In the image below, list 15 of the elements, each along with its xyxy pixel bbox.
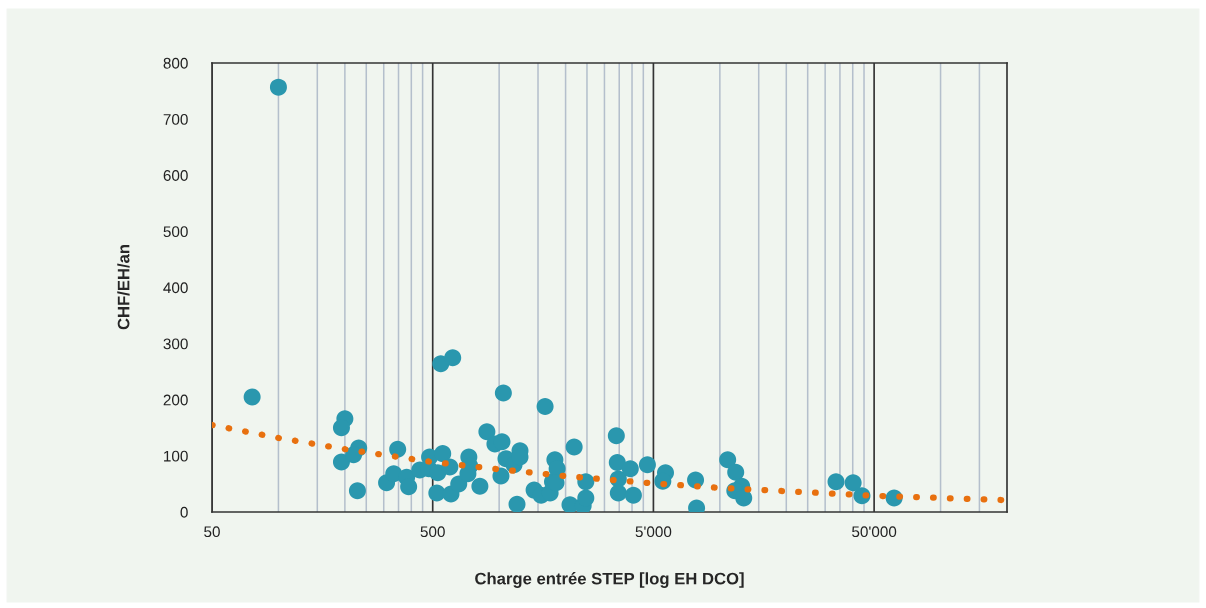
y-tick-label: 500 (163, 226, 188, 238)
y-tick-label: 800 (163, 57, 188, 69)
x-tick-label: 50 (204, 526, 220, 538)
x-axis-title: Charge entrée STEP [log EH DCO] (475, 572, 744, 588)
x-tick-label: 5'000 (635, 526, 672, 538)
y-tick-label: 300 (163, 338, 188, 350)
y-tick-label: 600 (163, 170, 188, 181)
y-tick-label: 0 (180, 506, 188, 518)
x-tick-label: 50'000 (852, 526, 897, 538)
y-tick-label: 700 (163, 113, 188, 125)
y-tick-label: 100 (164, 450, 188, 462)
y-axis-title: CHF/EH/an (117, 244, 130, 330)
x-tick-label: 500 (420, 526, 445, 538)
y-tick-label: 200 (163, 394, 188, 406)
y-tick-label: 400 (163, 282, 188, 294)
